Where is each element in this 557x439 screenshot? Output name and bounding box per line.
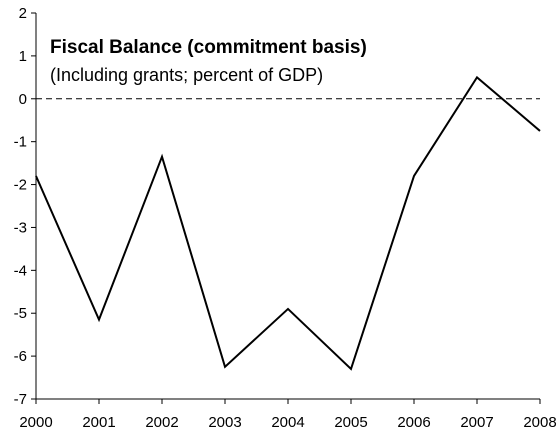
y-tick-label: 2 (19, 5, 27, 22)
y-tick-label: -7 (14, 391, 27, 408)
x-tick-label: 2007 (460, 414, 493, 431)
y-tick-label: 1 (19, 48, 27, 65)
y-tick-label: -3 (14, 219, 27, 236)
x-tick-label: 2002 (145, 414, 178, 431)
x-tick-label: 2000 (19, 414, 52, 431)
chart-title: Fiscal Balance (commitment basis) (50, 37, 367, 58)
y-axis-ticks: 2 1 0 -1 -2 -3 -4 -5 -6 -7 (14, 5, 36, 408)
chart-subtitle: (Including grants; percent of GDP) (50, 65, 323, 85)
y-tick-label: -1 (14, 134, 27, 151)
y-tick-label: -2 (14, 177, 27, 194)
x-tick-label: 2006 (397, 414, 430, 431)
x-tick-label: 2005 (334, 414, 367, 431)
y-tick-label: -6 (14, 348, 27, 365)
x-tick-label: 2003 (208, 414, 241, 431)
x-tick-label: 2004 (271, 414, 304, 431)
x-axis-ticks: 2000 2001 2002 2003 2004 2005 2006 2007 2008 (19, 399, 557, 431)
x-tick-label: 2008 (523, 414, 556, 431)
fiscal-balance-series-line (35, 75, 541, 371)
y-tick-label: -4 (14, 262, 27, 279)
x-tick-label: 2001 (82, 414, 115, 431)
y-tick-label: 0 (19, 91, 27, 108)
y-tick-label: -5 (14, 305, 27, 322)
